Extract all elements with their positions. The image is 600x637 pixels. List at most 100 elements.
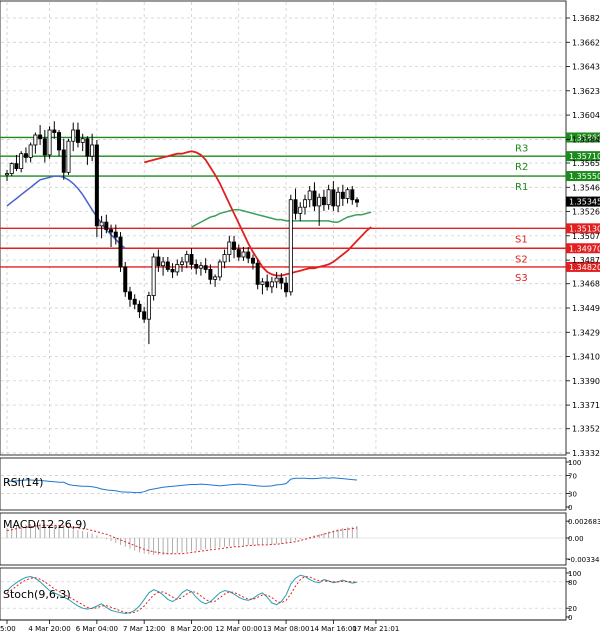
- candle-body: [175, 264, 180, 273]
- candle-body: [236, 249, 241, 258]
- candle-body: [326, 189, 331, 206]
- candle-body: [189, 254, 194, 265]
- candle-body: [165, 261, 170, 270]
- candle-body: [161, 261, 166, 267]
- price-tick-label: 1.35845: [572, 135, 600, 144]
- candle-body: [302, 199, 307, 208]
- macd-panel: 0.002683 0.00 -0.003346: [1, 518, 600, 564]
- candle-body: [137, 303, 142, 313]
- stoch-title: Stoch(9,6,3): [3, 588, 71, 601]
- candle-body: [355, 199, 360, 203]
- candle-body: [269, 281, 274, 288]
- price-tick-label: 1.35265: [572, 208, 600, 217]
- level-price-label: 1.35860: [569, 133, 600, 142]
- candle-body: [14, 163, 19, 170]
- candle-body: [307, 190, 312, 201]
- candle-body: [227, 241, 232, 255]
- candle-body: [222, 254, 227, 263]
- candle-body: [250, 257, 255, 264]
- candle-body: [350, 189, 355, 201]
- candle-body: [331, 189, 336, 207]
- price-tick-label: 1.33520: [572, 425, 600, 434]
- price-tick-label: 1.35070: [572, 232, 600, 241]
- stoch-tick-label: 0: [568, 614, 572, 622]
- time-tick-label: 5:00: [0, 625, 16, 633]
- candle-body: [336, 191, 341, 207]
- candle-body: [246, 251, 251, 259]
- candle-body: [288, 199, 293, 293]
- candle-body: [255, 262, 260, 285]
- macd-signal-line: [6, 524, 358, 555]
- price-tick-label: 1.36040: [572, 111, 600, 120]
- price-tick-label: 1.36235: [572, 87, 600, 96]
- candle-body: [19, 153, 24, 170]
- level-price-tag: [566, 171, 600, 182]
- candle-body: [9, 163, 14, 174]
- candle-body: [61, 149, 66, 173]
- candle-body: [42, 138, 47, 156]
- level-price-label: 1.34970: [569, 244, 600, 253]
- price-tick-label: 1.35460: [572, 183, 600, 192]
- candle-body: [57, 132, 62, 151]
- price-tick-label: 1.34490: [572, 304, 600, 313]
- time-tick-label: 12 Mar 00:00: [215, 625, 262, 633]
- level-name-s2: S2: [515, 254, 528, 265]
- current-price-label: 1.35345: [569, 198, 600, 207]
- candle-body: [298, 206, 303, 214]
- main-grid: [1, 2, 565, 454]
- candle-body: [284, 282, 289, 293]
- time-tick-label: 8 Mar 20:00: [170, 625, 212, 633]
- candle-body: [109, 229, 114, 233]
- price-tick-label: 1.33905: [572, 377, 600, 386]
- candle-body: [23, 153, 28, 158]
- candle-body: [47, 129, 52, 156]
- price-tick-label: 1.36430: [572, 63, 600, 72]
- candle-body: [217, 261, 222, 278]
- level-price-tag: [566, 151, 600, 162]
- macd-tick-label: -0.003346: [568, 556, 600, 564]
- level-price-label: 1.35130: [569, 224, 600, 233]
- price-tick-label: 1.34875: [572, 256, 600, 265]
- level-name-r1: R1: [515, 182, 528, 193]
- price-tick-label: 1.33325: [572, 449, 600, 458]
- rsi-tick-label: 30: [568, 491, 577, 499]
- time-tick-label: 17 Mar 21:01: [353, 625, 400, 633]
- candle-body: [198, 265, 203, 269]
- rsi-title: RSI(14): [3, 476, 43, 489]
- candle-body: [90, 144, 95, 157]
- rsi-panel: 100 70 30 0: [1, 459, 581, 512]
- stoch-tick-label: 20: [568, 605, 577, 613]
- time-tick-label: 6 Mar 04:00: [76, 625, 118, 633]
- level-price-tag: [566, 243, 600, 254]
- candle-body: [127, 291, 132, 300]
- price-tick-label: 1.36820: [572, 14, 600, 23]
- level-price-label: 1.35550: [569, 172, 600, 181]
- candle-body: [151, 256, 156, 296]
- pivot-levels: R3 1.35860 R2 1.35710 R1 1.35550 S1 1.35130 S2 1.…: [0, 132, 600, 284]
- rsi-line: [6, 477, 358, 494]
- candle-body: [113, 231, 118, 238]
- candle-body: [75, 129, 80, 143]
- candle-body: [66, 140, 71, 173]
- current-price-tag: [566, 196, 600, 207]
- candle-body: [208, 269, 213, 280]
- macd-panel-frame: [0, 512, 567, 566]
- candle-body: [312, 190, 317, 207]
- candle-body: [203, 265, 208, 270]
- candle-body: [274, 277, 279, 283]
- candle-body: [123, 266, 128, 293]
- level-price-tag: [566, 132, 600, 143]
- green-moving-average: [191, 208, 372, 228]
- candle-body: [94, 144, 99, 227]
- level-name-s1: S1: [515, 234, 528, 245]
- time-tick-label: 4 Mar 20:00: [28, 625, 70, 633]
- candle-body: [265, 281, 270, 288]
- time-tick-label: 14 Mar 16:00: [310, 625, 357, 633]
- candle-body: [85, 138, 90, 157]
- candle-body: [213, 276, 218, 280]
- level-price-label: 1.34820: [569, 263, 600, 272]
- candle-body: [99, 221, 104, 227]
